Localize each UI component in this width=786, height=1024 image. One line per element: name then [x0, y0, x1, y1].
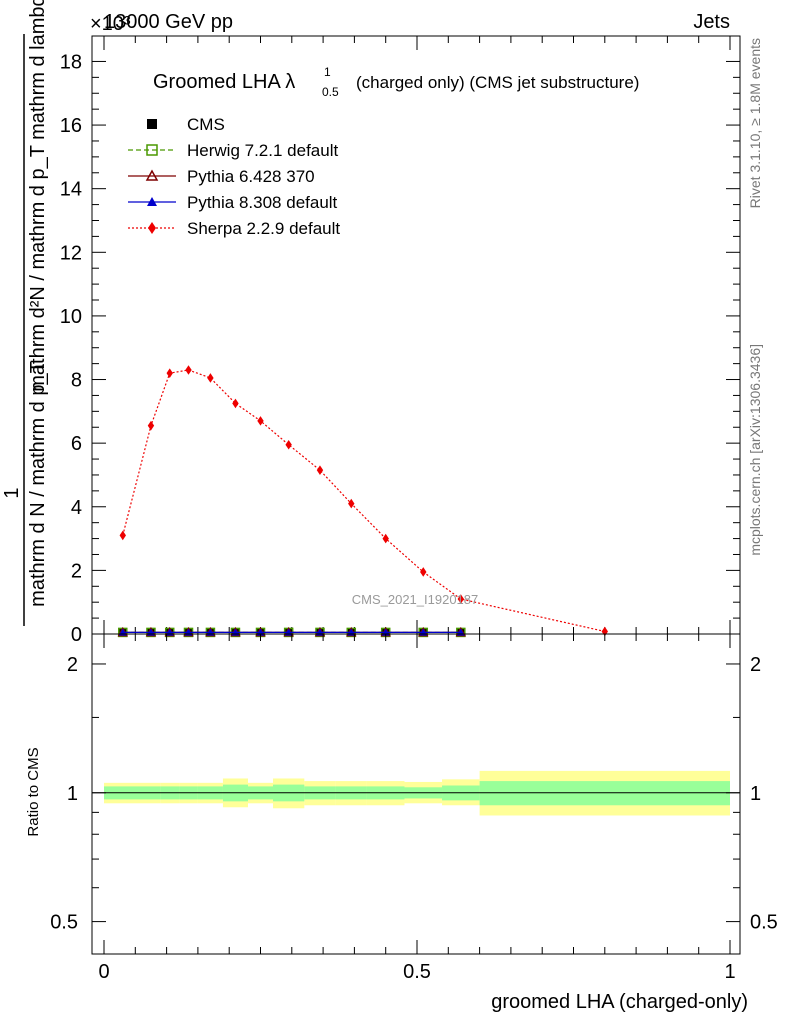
svg-text:Groomed LHA λ: Groomed LHA λ — [153, 71, 295, 93]
y-label-denominator: mathrm d N / mathrm d p_T — [27, 361, 49, 607]
main-y-tick-label: 16 — [60, 115, 82, 137]
legend-marker — [145, 169, 159, 181]
series-line-4 — [122, 369, 605, 633]
main-y-tick-label: 0 — [71, 624, 82, 646]
series-point-4 — [147, 420, 155, 431]
main-y-tick-label: 4 — [71, 497, 82, 519]
ratio-y-tick-label-right: 0.5 — [750, 912, 778, 934]
ratio-y-tick-label-right: 2 — [750, 654, 761, 676]
main-y-tick-label: 6 — [71, 433, 82, 455]
series-point-4 — [185, 365, 192, 375]
series-point-4 — [382, 533, 389, 544]
main-panel: 0 2 4 6 8 10 12 14 16 18 CMS_2021_I1920187 — [60, 35, 741, 646]
main-y-ticks: 0 2 4 6 8 10 12 14 16 18 — [60, 36, 740, 646]
ratio-y-tick-label: 2 — [67, 654, 78, 676]
ratio-plot-frame — [91, 633, 741, 955]
legend-marker — [147, 119, 157, 129]
ratio-y-axis-label: Ratio to CMS — [25, 747, 42, 836]
series-point-4 — [316, 465, 324, 475]
ratio-y-tick-label: 0.5 — [50, 912, 78, 934]
legend-marker — [147, 197, 157, 206]
series-point-4 — [420, 567, 427, 577]
legend-label: Herwig 7.2.1 default — [187, 141, 338, 160]
legend: CMS Herwig 7.2.1 default Pythia 6.428 370 P… — [128, 115, 340, 238]
main-y-tick-label: 8 — [71, 370, 82, 392]
series-point-4 — [257, 416, 264, 426]
x-ticks: 0 0.5 1 — [98, 634, 736, 983]
legend-marker — [146, 144, 158, 156]
main-y-tick-label: 14 — [60, 179, 82, 201]
series-point-4 — [166, 368, 173, 378]
chart-title-superscript: 1 — [324, 65, 331, 79]
series-point-4 — [119, 530, 126, 541]
legend-marker — [148, 222, 156, 234]
series-point-4 — [457, 594, 465, 604]
process-label: Jets — [693, 11, 730, 33]
watermark: CMS_2021_I1920187 — [352, 592, 479, 607]
series-point-4 — [285, 439, 292, 450]
ratio-panel: 0.5 0.51 12 2 0 0.5 1 Ratio to CMS — [25, 633, 778, 983]
chart-title-suffix: (charged only) (CMS jet substructure) — [356, 73, 639, 92]
legend-label: Pythia 8.308 default — [187, 193, 338, 212]
x-tick-label: 0 — [98, 961, 109, 983]
chart-title-subscript: 0.5 — [322, 85, 339, 99]
x-axis-label: groomed LHA (charged-only) — [491, 991, 748, 1013]
energy-label: 13000 GeV pp — [104, 11, 233, 33]
ratio-y-ticks: 0.5 0.5 1 1 2 2 — [50, 654, 778, 934]
legend-label: Pythia 6.428 370 — [187, 167, 315, 186]
rivet-label: Rivet 3.1.10, ≥ 1.8M events — [747, 38, 763, 208]
main-y-tick-label: 12 — [60, 242, 82, 264]
series-point-4 — [601, 626, 608, 637]
chart-title-main: Groomed LHA λ — [153, 71, 295, 93]
legend-label: CMS — [187, 115, 225, 134]
y-label-rhs: mathrm d²N / mathrm d p_T mathrm d lambd… — [27, 0, 49, 392]
x-tick-label: 1 — [724, 961, 735, 983]
y-label-numerator: 1 — [1, 487, 23, 498]
x-tick-label: 0.5 — [403, 961, 431, 983]
legend-label: Sherpa 2.2.9 default — [187, 219, 340, 238]
chart-title: Groomed LHA λ 1 0.5 (charged only) (CMS … — [153, 65, 639, 99]
main-y-tick-label: 10 — [60, 306, 82, 328]
main-y-axis-label: 1 mathrm d N / mathrm d p_T mathrm d²N /… — [1, 0, 49, 626]
series-point-4 — [207, 373, 214, 383]
ratio-y-tick-label-right: 1 — [750, 783, 761, 805]
series-point-4 — [232, 398, 239, 409]
exponent-label: ×10³ — [90, 13, 131, 35]
series-point-4 — [348, 498, 355, 509]
ratio-y-tick-label: 1 — [67, 783, 78, 805]
mcplots-label: mcplots.cern.ch [arXiv:1306.3436] — [747, 344, 763, 556]
main-y-tick-label: 18 — [60, 51, 82, 73]
main-y-tick-label: 2 — [71, 560, 82, 582]
